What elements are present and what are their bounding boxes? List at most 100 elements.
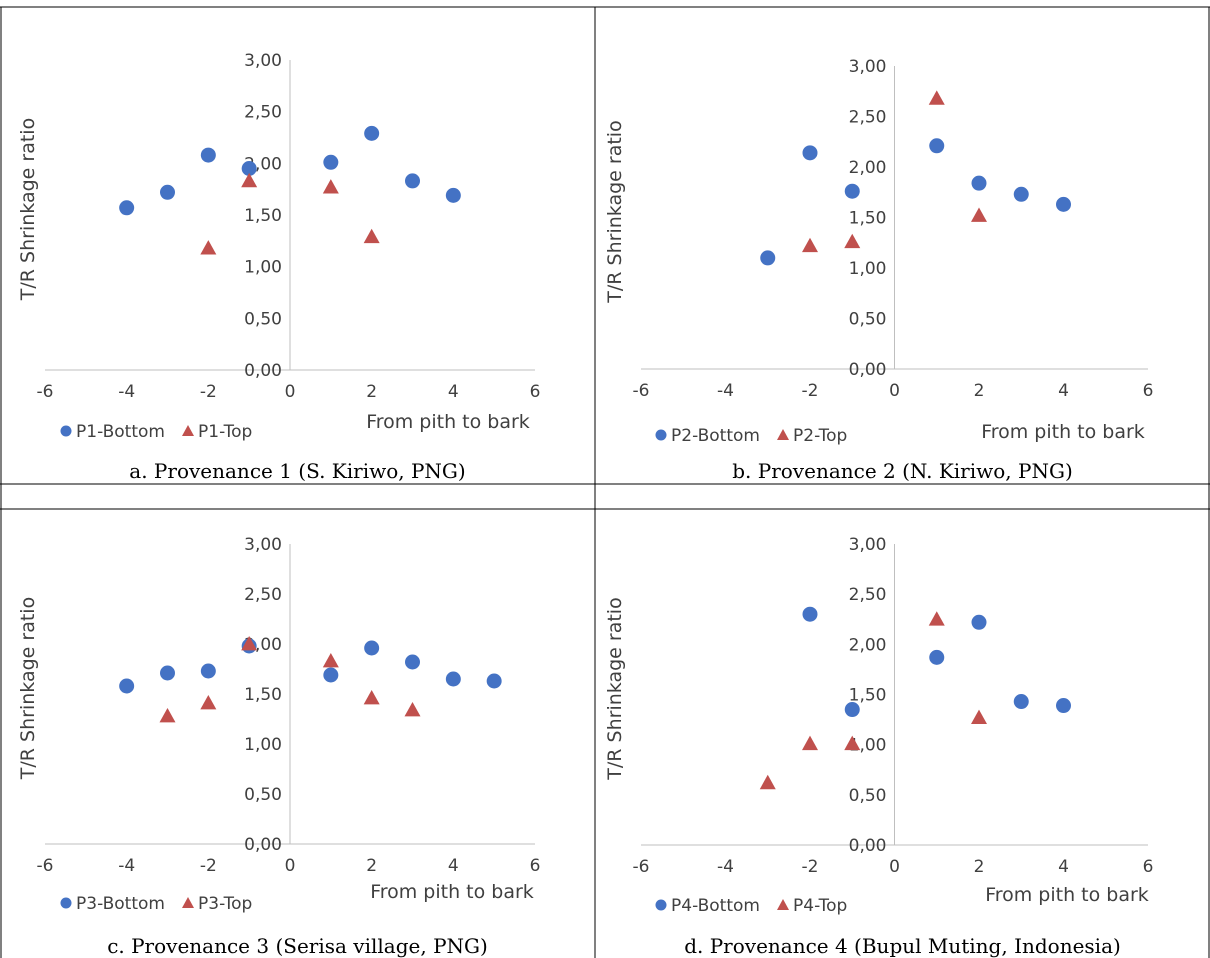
y-tick-label: 0,50	[849, 310, 887, 330]
chart-d: 0,00 0,50 1,00 1,50 2,00 2,50 3,00 -6 -4 -2 0 2 4 6 Fr…	[604, 535, 1154, 916]
panel-c: 0,00 0,50 1,00 1,50 2,00 2,50 3,00 -6 -4 -2 0 2 4 6 Fr…	[0, 484, 595, 958]
data-point-top	[928, 90, 945, 105]
y-tick-label: 1,50	[849, 209, 887, 229]
x-tick-label: -6	[37, 856, 54, 876]
x-tick-label: -4	[118, 856, 135, 876]
y-tick-label: 0,00	[849, 360, 887, 380]
data-point-top	[759, 774, 776, 790]
y-tick-label: 2,00	[849, 158, 887, 178]
y-tick-label: 2,00	[849, 635, 887, 655]
y-tick-label: 0,50	[849, 786, 887, 806]
data-point-top	[802, 735, 818, 751]
x-tick-label: 6	[1143, 381, 1154, 401]
x-tick-label: -2	[802, 381, 819, 401]
x-tick-label: 2	[366, 856, 377, 876]
data-point-top	[971, 207, 987, 222]
legend-label: P1-Bottom	[76, 422, 165, 442]
data-point-top	[200, 695, 217, 710]
data-point-bottom	[971, 614, 987, 630]
caption-b: b. Provenance 2 (N. Kiriwo, PNG)	[732, 459, 1073, 483]
legend-marker-top	[777, 899, 789, 910]
y-tick-label: 1,50	[244, 206, 282, 226]
y-tick-label: 0,00	[849, 836, 887, 856]
data-point-top	[844, 735, 861, 751]
y-axis-title: T/R Shrinkage ratio	[17, 597, 39, 780]
x-tick-label: -6	[633, 381, 650, 401]
data-point-bottom	[323, 667, 339, 683]
x-tick-label: 2	[366, 382, 377, 402]
y-tick-label: 3,00	[244, 535, 282, 555]
chart-c: 0,000,501,001,502,002,503,00-6 -4 -2 0 2 4 6Fr…	[17, 535, 541, 914]
x-tick-label: -4	[118, 382, 135, 402]
data-point-bottom	[929, 138, 945, 154]
legend-marker-bottom	[655, 429, 667, 441]
y-tick-label: 1,00	[244, 258, 282, 278]
y-tick-label: 3,00	[849, 57, 887, 77]
legend-label: P2-Bottom	[671, 426, 760, 446]
y-axis-title: T/R Shrinkage ratio	[604, 597, 626, 780]
x-tick-label: -2	[802, 857, 819, 877]
x-axis-title: From pith to bark	[985, 884, 1149, 906]
data-point-top	[802, 237, 818, 253]
legend-marker-top	[182, 425, 194, 436]
y-tick-label: 1,50	[849, 686, 887, 706]
data-point-bottom	[445, 671, 461, 687]
data-point-bottom	[241, 161, 257, 176]
x-tick-label: -2	[200, 382, 217, 402]
x-tick-label: 6	[530, 856, 541, 876]
data-point-bottom	[119, 678, 135, 694]
panel-b: 0,00 0,50 1,00 1,50 2,00 2,50 3,00 -6 -4 -2 0 2 4 6 Fr…	[595, 0, 1210, 484]
data-point-bottom	[486, 673, 502, 689]
data-point-bottom	[445, 187, 461, 203]
x-tick-label: 0	[285, 382, 296, 402]
data-point-bottom	[929, 649, 945, 665]
legend-marker-bottom	[60, 425, 72, 437]
y-tick-label: 2,50	[244, 585, 282, 605]
y-tick-label: 1,00	[849, 736, 887, 756]
data-point-top	[159, 708, 176, 723]
legend-marker-top	[777, 429, 789, 440]
x-tick-label: -2	[200, 856, 217, 876]
panel-d: 0,00 0,50 1,00 1,50 2,00 2,50 3,00 -6 -4 -2 0 2 4 6 Fr…	[595, 484, 1210, 958]
data-point-top	[971, 709, 987, 724]
data-point-bottom	[802, 145, 818, 161]
legend-label: P4-Bottom	[671, 896, 760, 916]
data-point-bottom	[364, 125, 380, 141]
data-point-bottom	[200, 663, 216, 679]
data-point-bottom	[364, 640, 380, 656]
y-tick-label: 0,00	[244, 835, 282, 855]
x-axis-title: From pith to bark	[370, 881, 534, 903]
x-tick-label: 6	[1143, 857, 1154, 877]
x-tick-label: 0	[889, 857, 900, 877]
y-tick-label: 0,00	[244, 361, 282, 381]
panel-a: 0,00 0,50 1,00 1,50 2,00 2,50 3,00 -6 -4 -2 0 2 4 6 Fr…	[0, 0, 595, 484]
x-axis-title: From pith to bark	[366, 411, 530, 433]
x-tick-label: -4	[717, 857, 734, 877]
x-axis-title: From pith to bark	[981, 421, 1145, 443]
data-point-bottom	[405, 654, 420, 670]
y-tick-label: 2,50	[849, 108, 887, 128]
y-tick-label: 2,50	[849, 585, 887, 605]
data-point-bottom	[760, 250, 776, 266]
data-point-bottom	[160, 665, 175, 681]
data-point-bottom	[844, 183, 860, 199]
x-tick-label: 2	[974, 381, 985, 401]
y-axis-title: T/R Shrinkage ratio	[604, 120, 626, 303]
data-point-top	[200, 240, 217, 255]
y-tick-label: 0,50	[244, 785, 282, 805]
y-tick-label: 2,50	[244, 103, 282, 123]
y-tick-label: 0,50	[244, 309, 282, 329]
y-tick-label: 3,00	[849, 535, 887, 555]
legend-label: P2-Top	[793, 426, 847, 446]
data-point-bottom	[323, 154, 339, 170]
caption-a: a. Provenance 1 (S. Kiriwo, PNG)	[129, 459, 466, 483]
caption-c: c. Provenance 3 (Serisa village, PNG)	[107, 934, 488, 958]
data-point-bottom	[1056, 196, 1071, 212]
x-tick-label: 4	[1058, 381, 1069, 401]
x-tick-label: -4	[717, 381, 734, 401]
data-point-bottom	[1056, 698, 1071, 714]
x-tick-label: 4	[448, 856, 459, 876]
chart-a: 0,000,501,001,502,002,503,00-6 -4 -2 0 2 4 6Fr…	[17, 51, 540, 442]
data-point-bottom	[844, 702, 860, 718]
